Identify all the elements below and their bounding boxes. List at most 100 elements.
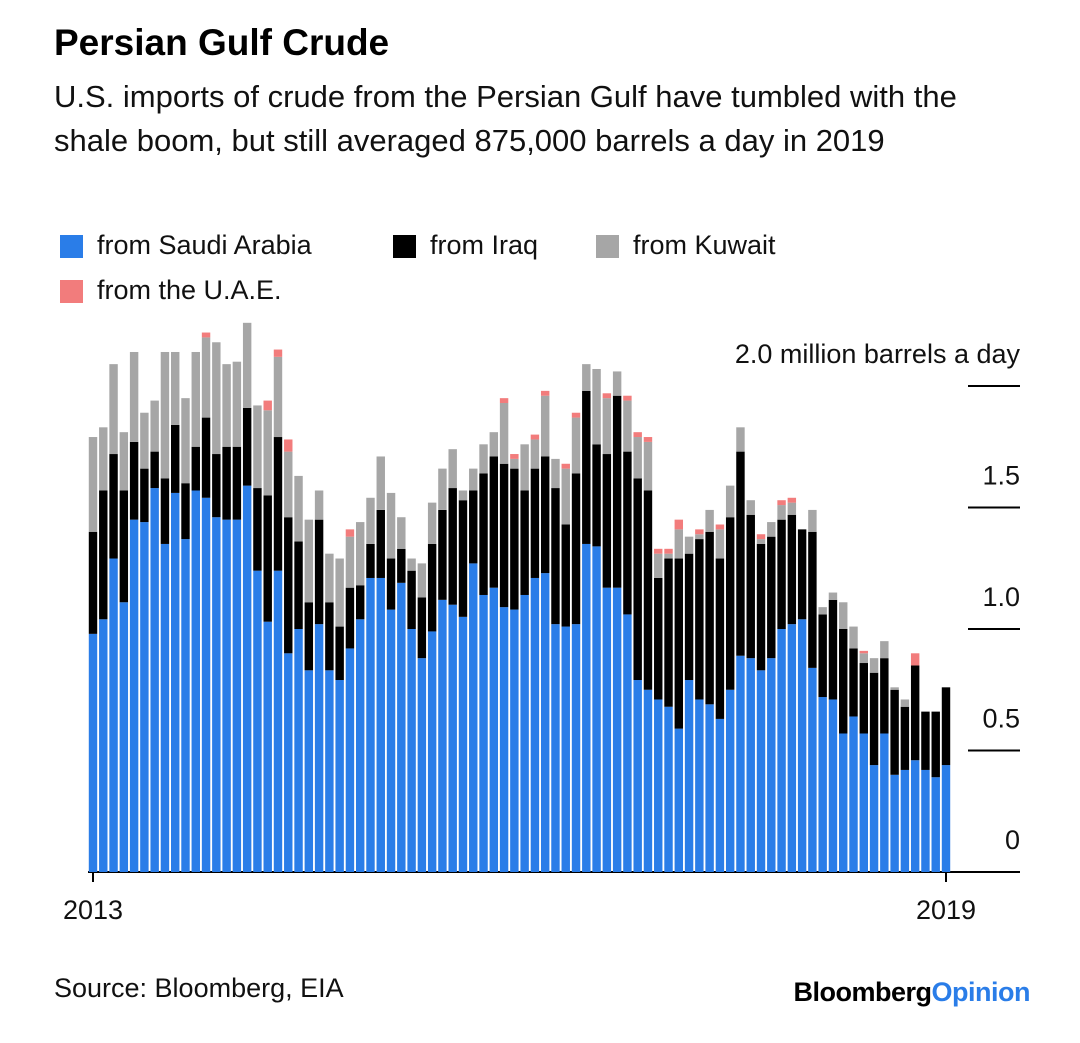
bar-segment	[592, 368, 601, 445]
bar-segment	[880, 733, 889, 872]
bar-segment	[119, 432, 129, 491]
bar-segment	[140, 468, 149, 523]
bar-segment	[232, 446, 242, 520]
chart-title: Persian Gulf Crude	[54, 22, 390, 63]
bar-segment	[664, 706, 673, 872]
bar-segment	[839, 733, 848, 872]
bar-segment	[571, 473, 581, 625]
bar-segment	[808, 531, 817, 668]
bar-segment	[489, 587, 499, 872]
bar-segment	[263, 495, 272, 622]
bar-segment	[109, 454, 118, 559]
bar-segment	[921, 769, 930, 872]
chart-subtitle: U.S. imports of crude from the Persian G…	[54, 79, 957, 158]
bar-segment	[839, 602, 848, 629]
y-tick-label: 0	[1005, 825, 1020, 855]
bar-segment	[869, 765, 879, 872]
bar-segment	[530, 439, 540, 469]
bar-segment	[797, 529, 807, 620]
bar-segment	[695, 534, 704, 540]
bar-segment	[890, 774, 899, 872]
bar-segment	[119, 602, 129, 872]
bar-segment	[808, 667, 817, 872]
bar-segment	[407, 558, 416, 571]
bar-segment	[736, 451, 745, 656]
bar-segment	[397, 548, 406, 583]
bar-segment	[345, 536, 355, 588]
bar-segment	[530, 434, 540, 440]
bar-segment	[201, 332, 211, 338]
bar-segment	[571, 412, 581, 418]
bar-segment	[767, 658, 776, 872]
bar-segment	[119, 490, 129, 603]
bar-segment	[643, 689, 653, 872]
bar-segment	[427, 631, 437, 872]
bar-segment	[212, 342, 221, 455]
bar-segment	[99, 490, 108, 620]
bar-segment	[890, 689, 899, 775]
bar-segment	[797, 619, 807, 872]
bar-segment	[335, 680, 344, 872]
bar-segment	[849, 626, 858, 649]
bar-segment	[715, 529, 725, 559]
bar-segment	[921, 711, 930, 770]
bar-segment	[140, 412, 149, 469]
bar-segment	[325, 553, 334, 603]
bar-segment	[859, 653, 868, 664]
bar-segment	[530, 468, 540, 578]
bar-segment	[191, 446, 200, 491]
bar-segment	[725, 517, 735, 690]
bar-segment	[212, 517, 221, 872]
bar-segment	[592, 546, 601, 872]
bar-segment	[561, 468, 570, 525]
bar-segment	[366, 497, 375, 544]
legend-label: from Saudi Arabia	[97, 230, 313, 260]
bar-segment	[736, 655, 745, 872]
bar-segment	[540, 456, 550, 574]
bar-segment	[232, 361, 242, 447]
bar-segment	[129, 351, 139, 442]
bar-segment	[561, 626, 570, 872]
bar-segment	[623, 400, 632, 452]
bar-segment	[510, 454, 519, 459]
bar-segment	[253, 488, 262, 571]
bar-segment	[643, 441, 653, 491]
source: Source: Bloomberg, EIA	[54, 973, 344, 1003]
bar-segment	[304, 670, 314, 872]
bar-segment	[602, 398, 612, 455]
bar-segment	[623, 395, 632, 401]
bar-segment	[818, 697, 827, 872]
legend-swatch	[60, 235, 83, 258]
bar-segment	[756, 534, 766, 540]
bar-segment	[284, 451, 293, 518]
bar-segment	[705, 704, 714, 872]
legend-label: from the U.A.E.	[97, 275, 282, 305]
bar-segment	[150, 400, 159, 452]
bar-segment	[386, 609, 396, 872]
bar-segment	[479, 594, 488, 872]
bar-segment	[469, 490, 478, 564]
bar-segment	[540, 573, 550, 872]
bar-segment	[643, 437, 653, 442]
bar-segment	[438, 468, 447, 510]
bar-segment	[160, 351, 170, 479]
bar-segment	[900, 769, 910, 872]
legend-label: from Kuwait	[633, 230, 776, 260]
bar-segment	[458, 490, 468, 501]
bar-segment	[263, 400, 272, 411]
legend-swatch	[60, 280, 83, 303]
bar-segment	[510, 609, 519, 872]
bar-segment	[818, 607, 827, 615]
bar-segment	[376, 577, 385, 872]
bar-segment	[109, 558, 118, 872]
bar-segment	[633, 680, 642, 872]
bar-segment	[284, 439, 293, 452]
bar-segment	[849, 716, 858, 872]
bar-segment	[386, 558, 396, 610]
bar-segment	[859, 733, 868, 872]
bar-segment	[448, 449, 457, 489]
bar-segment	[88, 437, 98, 532]
bar-segment	[664, 553, 673, 559]
bar-segment	[212, 454, 221, 518]
bar-segment	[469, 468, 478, 491]
